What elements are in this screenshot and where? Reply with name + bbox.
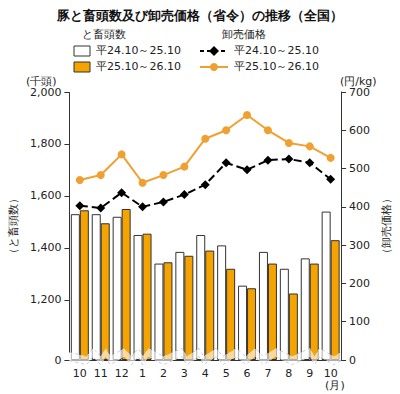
svg-text:平24.10～25.10: 平24.10～25.10 <box>234 44 319 57</box>
svg-text:6: 6 <box>244 367 251 380</box>
svg-text:200: 200 <box>349 277 370 290</box>
svg-text:700: 700 <box>349 86 370 99</box>
svg-text:300: 300 <box>349 239 370 252</box>
svg-text:2: 2 <box>160 367 167 380</box>
svg-text:8: 8 <box>285 367 292 380</box>
svg-text:10: 10 <box>324 367 338 380</box>
svg-text:11: 11 <box>94 367 108 380</box>
svg-text:100: 100 <box>349 315 370 328</box>
svg-text:平25.10～26.10: 平25.10～26.10 <box>234 60 319 73</box>
svg-text:600: 600 <box>349 124 370 137</box>
svg-text:12: 12 <box>115 367 129 380</box>
svg-text:(千頭): (千頭) <box>26 75 57 88</box>
svg-text:(月): (月) <box>325 379 345 392</box>
svg-text:(円/kg): (円/kg) <box>340 75 377 88</box>
svg-text:3: 3 <box>181 367 188 380</box>
svg-text:1: 1 <box>139 367 146 380</box>
svg-text:7: 7 <box>264 367 271 380</box>
svg-text:400: 400 <box>349 200 370 213</box>
svg-text:卸売価格: 卸売価格 <box>222 28 266 41</box>
svg-text:0: 0 <box>54 354 61 367</box>
svg-text:と畜頭数: と畜頭数 <box>82 28 126 41</box>
svg-text:5: 5 <box>223 367 230 380</box>
svg-text:（と畜頭数）: （と畜頭数） <box>7 193 20 259</box>
svg-text:平24.10～25.10: 平24.10～25.10 <box>96 44 181 57</box>
svg-text:1,800: 1,800 <box>30 137 62 150</box>
svg-text:9: 9 <box>306 367 313 380</box>
svg-text:豚と畜頭数及び卸売価格（省令）の推移（全国）: 豚と畜頭数及び卸売価格（省令）の推移（全国） <box>56 8 343 23</box>
svg-text:0: 0 <box>349 354 356 367</box>
svg-text:（卸売価格）: （卸売価格） <box>380 193 393 259</box>
svg-text:1,200: 1,200 <box>30 293 62 306</box>
svg-text:1,400: 1,400 <box>30 241 62 254</box>
svg-text:4: 4 <box>202 367 209 380</box>
svg-text:500: 500 <box>349 162 370 175</box>
svg-text:平25.10～26.10: 平25.10～26.10 <box>96 60 181 73</box>
svg-text:10: 10 <box>73 367 87 380</box>
svg-text:1,600: 1,600 <box>30 189 62 202</box>
svg-text:2,000: 2,000 <box>30 86 62 99</box>
